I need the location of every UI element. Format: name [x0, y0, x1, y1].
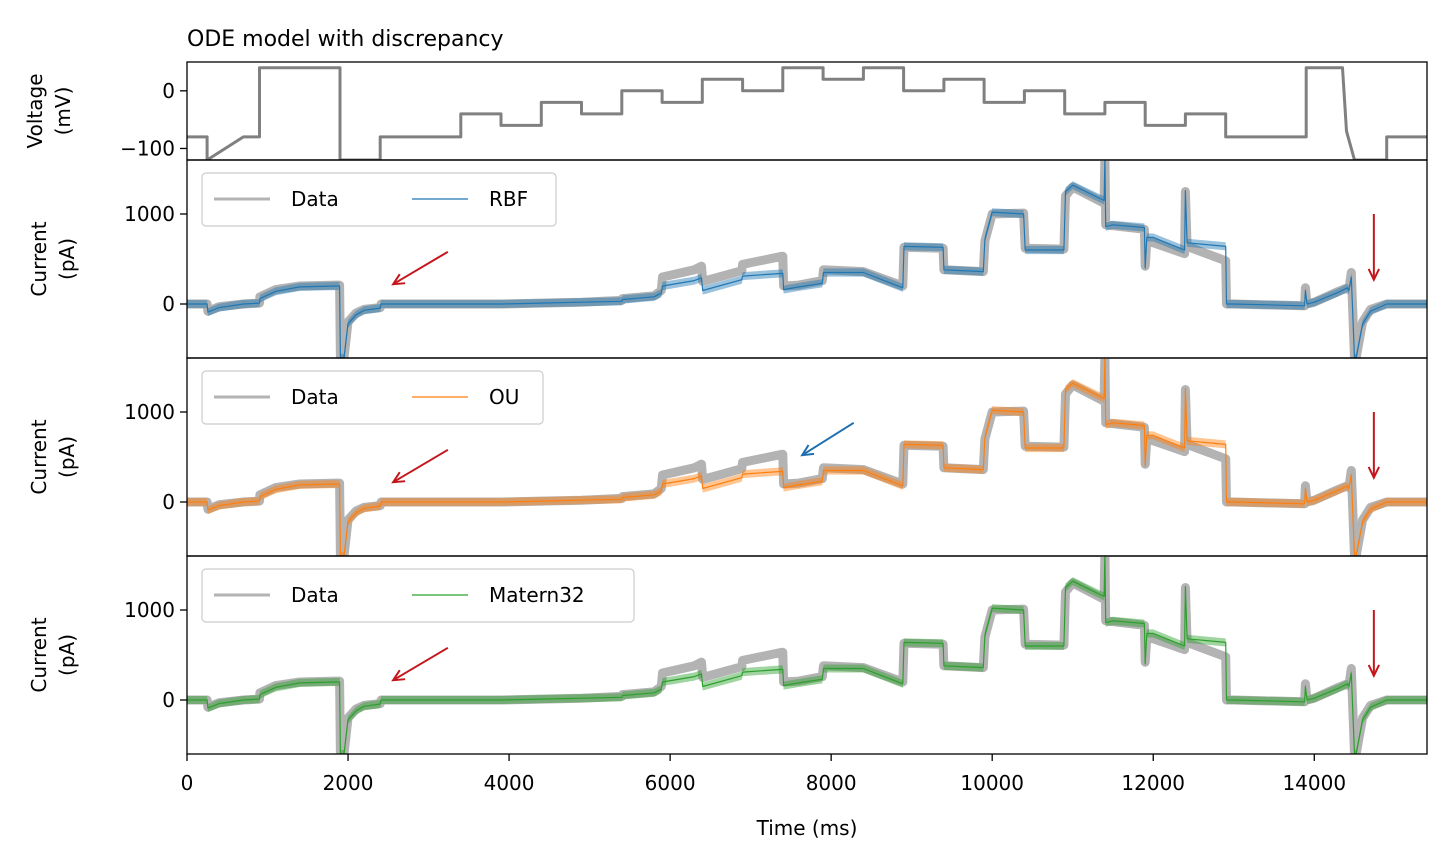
panel-ou: 0 1000 Current (pA) Data OU	[27, 357, 1428, 557]
matern32-legend-data-label: Data	[291, 583, 339, 607]
matern32-legend-model-label: Matern32	[489, 583, 585, 607]
ou-ytick-label: 1000	[124, 400, 175, 424]
x-axis-label: Time (ms)	[756, 816, 858, 840]
chart-title: ODE model with discrepancy	[187, 27, 504, 52]
voltage-ylabel-line2: (mV)	[51, 87, 75, 136]
rbf-legend-data-label: Data	[291, 187, 339, 211]
matern32-axes-frame	[186, 555, 1428, 755]
rbf-legend-model-label: RBF	[489, 187, 528, 211]
rbf-model-line	[187, 160, 1427, 358]
rbf-annotation-arrow	[391, 250, 449, 286]
x-axis: 0 2000 4000 6000 8000 10000 12000 14000	[181, 754, 1346, 795]
matern32-ytick-label: 0	[162, 688, 175, 712]
x-tick-label: 6000	[645, 771, 696, 795]
ou-annotation-arrow	[1367, 412, 1380, 480]
matern32-ylabel-line1: Current	[27, 617, 51, 692]
voltage-ylabel-line1: Voltage	[23, 73, 47, 148]
voltage-trace-line	[187, 66, 1427, 160]
rbf-ytick-label: 0	[162, 292, 175, 316]
matern32-legend: Data Matern32	[201, 568, 635, 623]
panel-voltage: 0 −100 Voltage (mV)	[23, 61, 1428, 161]
ou-legend-data-label: Data	[291, 385, 339, 409]
x-tick-label: 14000	[1282, 771, 1346, 795]
matern32-ytick-label: 1000	[124, 598, 175, 622]
rbf-ylabel-line2: (pA)	[55, 238, 79, 280]
rbf-ytick-label: 1000	[124, 202, 175, 226]
matern32-ylabel-line2: (pA)	[55, 634, 79, 676]
x-tick-label: 10000	[960, 771, 1024, 795]
panel-matern32: 0 1000 Current (pA) Data Matern32	[27, 555, 1428, 755]
x-tick-label: 8000	[806, 771, 857, 795]
matern32-annotation-arrow	[391, 646, 449, 682]
ou-annotation-arrow	[800, 421, 855, 457]
rbf-ylabel-line1: Current	[27, 221, 51, 296]
ou-ylabel-line2: (pA)	[55, 436, 79, 478]
ou-ytick-label: 0	[162, 490, 175, 514]
ou-ylabel-line1: Current	[27, 419, 51, 494]
panel-rbf: 0 1000 Current (pA) Data RBF	[27, 159, 1428, 359]
matern32-model-line	[187, 556, 1427, 754]
rbf-legend: Data RBF	[201, 172, 557, 227]
x-tick-label: 12000	[1121, 771, 1185, 795]
ou-legend-model-label: OU	[489, 385, 519, 409]
ou-annotation-arrow	[391, 448, 449, 484]
x-tick-label: 4000	[484, 771, 535, 795]
voltage-axes-frame	[186, 61, 1428, 161]
voltage-ytick-label: −100	[120, 136, 175, 160]
rbf-annotation-arrow	[1367, 214, 1380, 282]
x-tick-label: 0	[181, 771, 194, 795]
voltage-ytick-label: 0	[162, 79, 175, 103]
ou-legend: Data OU	[201, 370, 544, 425]
x-tick-label: 2000	[323, 771, 374, 795]
ou-model-line	[187, 358, 1427, 556]
matern32-annotation-arrow	[1367, 610, 1380, 678]
